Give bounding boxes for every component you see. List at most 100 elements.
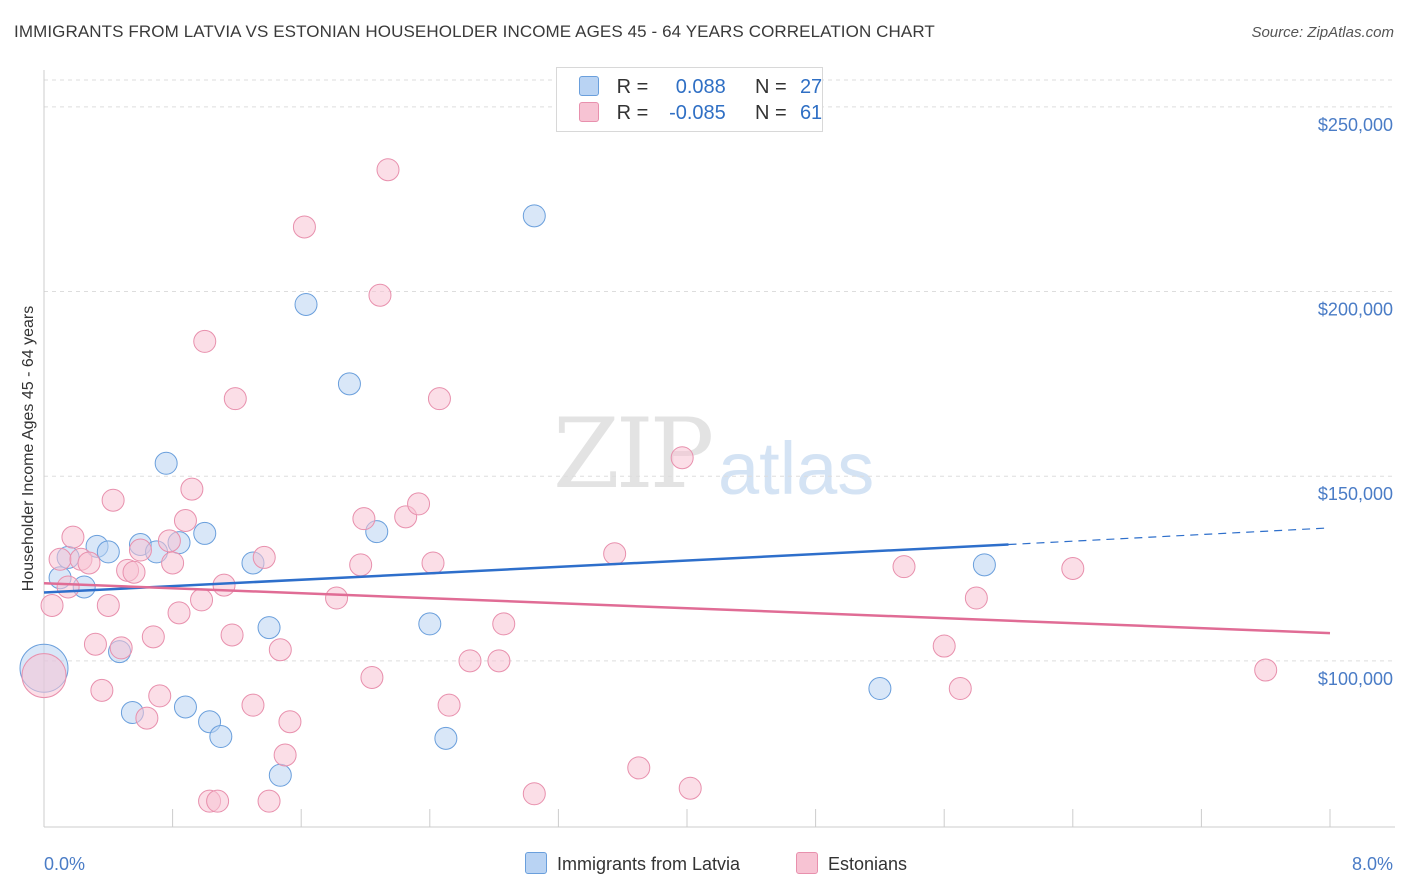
y-tick-label: $150,000: [1318, 484, 1393, 504]
estonian-point: [292, 215, 316, 239]
estonian-point: [173, 509, 197, 533]
latvia-point: [294, 292, 318, 316]
estonian-point: [678, 776, 702, 800]
latvia-point: [434, 726, 458, 750]
estonian-point: [190, 588, 214, 612]
estonian-point: [206, 789, 230, 813]
estonian-point: [522, 782, 546, 806]
x-tick-label: 0.0%: [44, 854, 85, 874]
estonian-point: [167, 601, 191, 625]
latvia-swatch: [525, 852, 547, 874]
y-tick-label: $100,000: [1318, 669, 1393, 689]
estonian-point: [360, 665, 384, 689]
estonian-point: [627, 756, 651, 780]
estonian-point: [128, 538, 152, 562]
latvia-point: [337, 372, 361, 396]
estonian-point: [193, 329, 217, 353]
legend-estonians-n: 61: [799, 102, 823, 124]
y-tick-label: $250,000: [1318, 115, 1393, 135]
legend-r-label: R =: [616, 76, 649, 98]
estonian-point: [492, 612, 516, 636]
estonian-point: [368, 283, 392, 307]
latvia-point: [268, 763, 292, 787]
latvia-trend-line: [43, 543, 1009, 594]
estonian-point: [77, 551, 101, 575]
estonian-point: [325, 586, 349, 610]
legend-row-latvia: R = 0.088 N = 27: [579, 76, 822, 102]
latvia-trend-extension: [1008, 527, 1331, 546]
estonian-point: [1061, 557, 1085, 581]
estonian-point: [1254, 658, 1278, 682]
estonian-point: [252, 545, 276, 569]
estonian-point: [83, 632, 107, 656]
estonian-point: [40, 593, 64, 617]
estonian-point: [122, 560, 146, 584]
latvia-point: [257, 616, 281, 640]
latvia-point: [96, 540, 120, 564]
estonian-point: [273, 743, 297, 767]
latvia-point: [209, 725, 233, 749]
estonian-point: [352, 507, 376, 531]
estonian-point: [96, 593, 120, 617]
estonian-point: [487, 649, 511, 673]
estonian-point: [458, 649, 482, 673]
bottom-legend-estonians: Estonians: [796, 852, 907, 875]
estonian-point: [376, 158, 400, 182]
estonian-point: [161, 551, 185, 575]
estonian-point: [670, 446, 694, 470]
estonian-point: [90, 678, 114, 702]
legend-r-label: R =: [616, 102, 649, 124]
estonian-point: [437, 693, 461, 717]
legend-row-estonians: R = -0.085 N = 61: [579, 102, 822, 128]
estonian-point: [421, 551, 445, 575]
bottom-legend-latvia: Immigrants from Latvia: [525, 852, 740, 875]
source-credit: Source: ZipAtlas.com: [1251, 24, 1394, 41]
estonian-point: [241, 693, 265, 717]
estonian-point: [278, 710, 302, 734]
estonian-point: [427, 387, 451, 411]
estonian-point: [223, 387, 247, 411]
estonian-point: [257, 789, 281, 813]
chart-title: IMMIGRANTS FROM LATVIA VS ESTONIAN HOUSE…: [14, 22, 935, 41]
estonians-swatch: [579, 102, 599, 122]
estonian-point: [220, 623, 244, 647]
estonian-trend-line: [43, 582, 1331, 635]
estonian-point: [56, 575, 80, 599]
estonian-point: [48, 547, 72, 571]
legend-latvia-r: 0.088: [675, 76, 726, 98]
legend-latvia-n: 27: [799, 76, 823, 98]
latvia-point: [418, 612, 442, 636]
latvia-point: [193, 521, 217, 545]
bottom-legend-latvia-label: Immigrants from Latvia: [557, 854, 741, 874]
estonian-point: [21, 653, 67, 699]
estonian-point: [948, 677, 972, 701]
estonian-point: [932, 634, 956, 658]
latvia-swatch: [579, 76, 599, 96]
estonian-point: [109, 636, 133, 660]
latvia-point: [173, 695, 197, 719]
estonian-point: [101, 488, 125, 512]
estonian-point: [141, 625, 165, 649]
estonian-point: [148, 684, 172, 708]
y-axis-title: Householder Income Ages 45 - 64 years: [20, 306, 37, 592]
legend-n-label: N =: [754, 102, 787, 124]
latvia-point: [868, 677, 892, 701]
estonian-point: [61, 525, 85, 549]
latvia-point: [972, 553, 996, 577]
legend-n-label: N =: [754, 76, 787, 98]
estonian-point: [180, 477, 204, 501]
watermark-atlas: atlas: [718, 427, 875, 510]
latvia-point: [522, 204, 546, 228]
estonians-swatch: [796, 852, 818, 874]
estonian-point: [964, 586, 988, 610]
estonian-point: [349, 553, 373, 577]
estonian-point: [892, 555, 916, 579]
bottom-legend-estonians-label: Estonians: [828, 854, 908, 874]
x-tick-label: 8.0%: [1352, 854, 1393, 874]
estonian-point: [268, 638, 292, 662]
y-tick-label: $200,000: [1318, 300, 1393, 320]
legend-estonians-r: -0.085: [669, 102, 726, 124]
estonian-point: [135, 706, 159, 730]
estonian-point: [157, 529, 181, 553]
